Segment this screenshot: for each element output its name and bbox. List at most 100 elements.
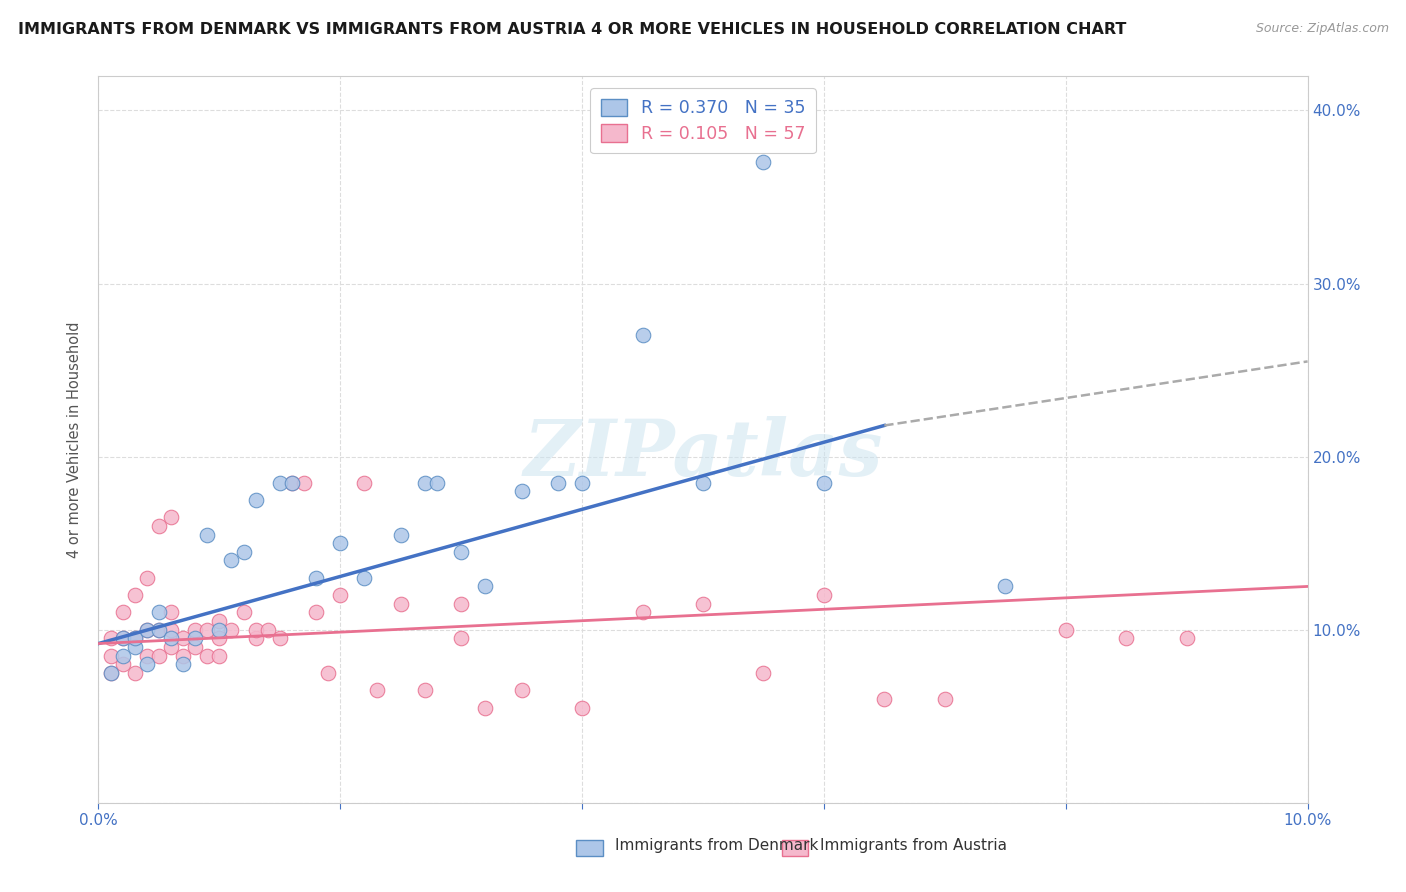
Point xyxy=(148,606,170,620)
Text: Immigrants from Denmark: Immigrants from Denmark xyxy=(614,838,818,853)
Point xyxy=(245,623,267,637)
Point xyxy=(873,692,896,706)
Point xyxy=(245,492,267,507)
Point xyxy=(111,657,134,672)
Point xyxy=(124,632,146,646)
Point xyxy=(111,632,134,646)
Point xyxy=(172,632,194,646)
Point xyxy=(124,588,146,602)
Y-axis label: 4 or more Vehicles in Household: 4 or more Vehicles in Household xyxy=(67,321,83,558)
Point xyxy=(1115,632,1137,646)
Point xyxy=(208,623,231,637)
Point xyxy=(160,632,183,646)
Point xyxy=(135,657,157,672)
Point xyxy=(474,700,496,714)
Point xyxy=(232,606,254,620)
Point xyxy=(160,510,183,524)
Point xyxy=(1175,632,1198,646)
Point xyxy=(329,536,352,550)
Point xyxy=(124,665,146,680)
Text: Source: ZipAtlas.com: Source: ZipAtlas.com xyxy=(1256,22,1389,36)
Point xyxy=(752,665,775,680)
Point xyxy=(813,588,835,602)
Point xyxy=(135,648,157,663)
Point xyxy=(148,623,170,637)
Point xyxy=(160,623,183,637)
Point xyxy=(221,623,243,637)
Point xyxy=(208,648,231,663)
Point xyxy=(195,527,218,541)
Point xyxy=(232,545,254,559)
Point xyxy=(353,475,375,490)
Point xyxy=(184,623,207,637)
Point xyxy=(245,632,267,646)
Point xyxy=(510,484,533,499)
Point xyxy=(184,640,207,654)
Point xyxy=(124,632,146,646)
Point xyxy=(208,632,231,646)
Point xyxy=(100,665,122,680)
Point xyxy=(426,475,449,490)
Point xyxy=(1054,623,1077,637)
Point xyxy=(813,475,835,490)
Point xyxy=(269,632,291,646)
Point xyxy=(366,683,388,698)
Point xyxy=(100,632,122,646)
Point xyxy=(389,597,412,611)
Point xyxy=(124,640,146,654)
Point xyxy=(160,640,183,654)
Point xyxy=(148,519,170,533)
Point xyxy=(316,665,339,680)
Point xyxy=(100,648,122,663)
Point xyxy=(292,475,315,490)
Point xyxy=(172,657,194,672)
Point xyxy=(305,606,328,620)
Point xyxy=(111,606,134,620)
Point xyxy=(195,648,218,663)
Point xyxy=(208,614,231,628)
Point xyxy=(571,475,593,490)
Point xyxy=(172,648,194,663)
Point xyxy=(450,632,472,646)
Point xyxy=(305,571,328,585)
Point xyxy=(413,475,436,490)
Point xyxy=(269,475,291,490)
Point xyxy=(692,597,714,611)
Point xyxy=(413,683,436,698)
Point xyxy=(329,588,352,602)
Point xyxy=(450,545,472,559)
Point xyxy=(281,475,304,490)
Point xyxy=(148,623,170,637)
Point xyxy=(450,597,472,611)
Text: ZIPatlas: ZIPatlas xyxy=(523,416,883,492)
Point xyxy=(100,665,122,680)
Point xyxy=(281,475,304,490)
Point xyxy=(195,623,218,637)
Point xyxy=(631,606,654,620)
Point xyxy=(160,606,183,620)
Point xyxy=(256,623,278,637)
Point xyxy=(474,579,496,593)
Point xyxy=(692,475,714,490)
Point xyxy=(389,527,412,541)
Legend: R = 0.370   N = 35, R = 0.105   N = 57: R = 0.370 N = 35, R = 0.105 N = 57 xyxy=(591,88,815,153)
Point xyxy=(184,632,207,646)
Point xyxy=(135,623,157,637)
Point xyxy=(135,571,157,585)
FancyBboxPatch shape xyxy=(576,840,603,855)
Point xyxy=(148,648,170,663)
Point xyxy=(111,632,134,646)
Point xyxy=(111,648,134,663)
Point xyxy=(221,553,243,567)
Point xyxy=(752,155,775,169)
Point xyxy=(571,700,593,714)
Point xyxy=(994,579,1017,593)
Point xyxy=(353,571,375,585)
Point xyxy=(510,683,533,698)
Point xyxy=(631,328,654,343)
FancyBboxPatch shape xyxy=(782,840,808,855)
Text: IMMIGRANTS FROM DENMARK VS IMMIGRANTS FROM AUSTRIA 4 OR MORE VEHICLES IN HOUSEHO: IMMIGRANTS FROM DENMARK VS IMMIGRANTS FR… xyxy=(18,22,1126,37)
Point xyxy=(547,475,569,490)
Text: Immigrants from Austria: Immigrants from Austria xyxy=(820,838,1007,853)
Point xyxy=(934,692,956,706)
